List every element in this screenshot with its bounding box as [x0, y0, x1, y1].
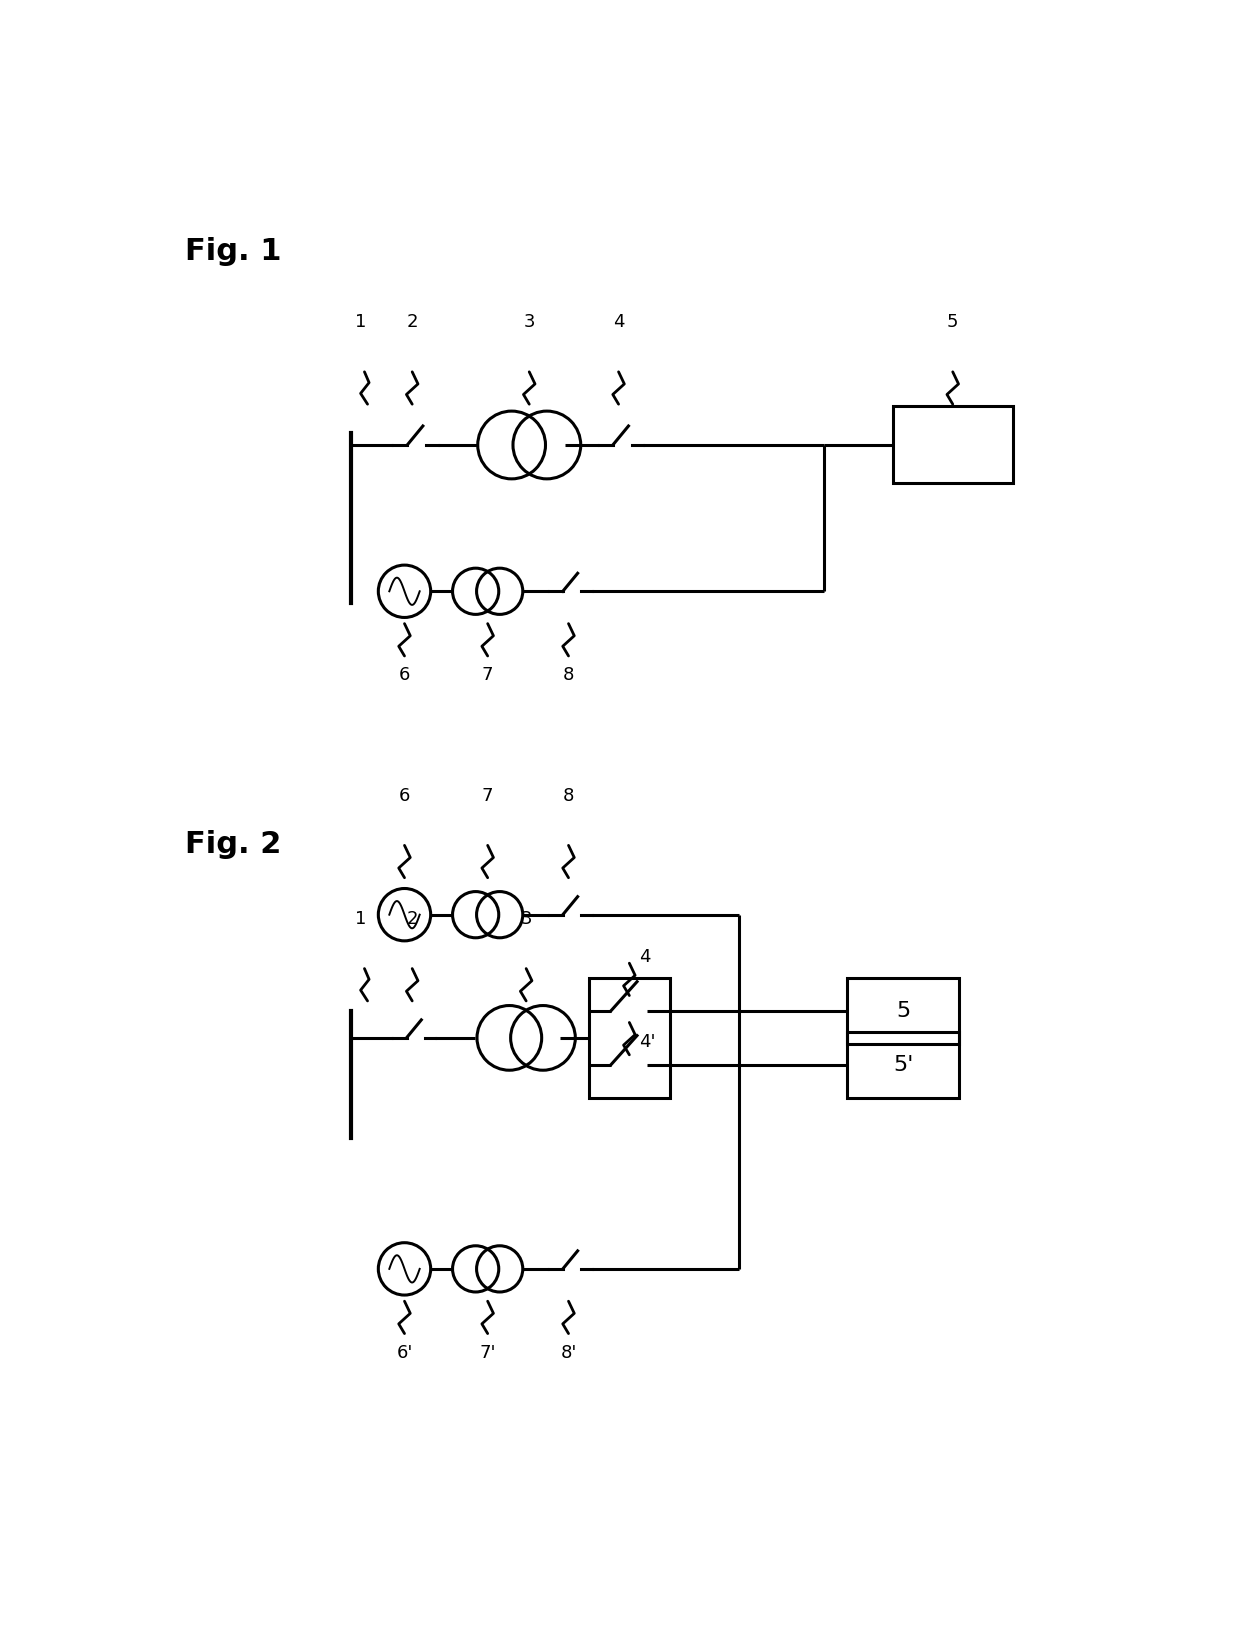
Text: 8': 8' [560, 1343, 577, 1361]
Text: 5: 5 [947, 314, 959, 332]
Text: 4': 4' [640, 1033, 656, 1051]
Text: 2: 2 [407, 910, 418, 928]
Text: 3: 3 [521, 910, 532, 928]
Text: 6': 6' [397, 1343, 413, 1361]
Bar [589, 979, 670, 1097]
Text: 4: 4 [640, 949, 651, 965]
Text: 1: 1 [355, 314, 366, 332]
Text: 5: 5 [897, 1002, 910, 1021]
Text: 1: 1 [355, 910, 366, 928]
Text: 3: 3 [523, 314, 534, 332]
Text: 8: 8 [563, 667, 574, 685]
Text: 2: 2 [407, 314, 418, 332]
Text: 4: 4 [613, 314, 624, 332]
Text: 7': 7' [480, 1343, 496, 1361]
Bar [894, 407, 1013, 483]
Bar [847, 979, 959, 1044]
Text: Fig. 2: Fig. 2 [185, 829, 281, 859]
Text: 7: 7 [482, 787, 494, 805]
Text: 6: 6 [399, 787, 410, 805]
Text: 8: 8 [563, 787, 574, 805]
Text: 7: 7 [482, 667, 494, 685]
Text: 6: 6 [399, 667, 410, 685]
Text: Fig. 1: Fig. 1 [185, 236, 281, 266]
Bar [847, 1033, 959, 1097]
Text: 5': 5' [893, 1054, 914, 1076]
